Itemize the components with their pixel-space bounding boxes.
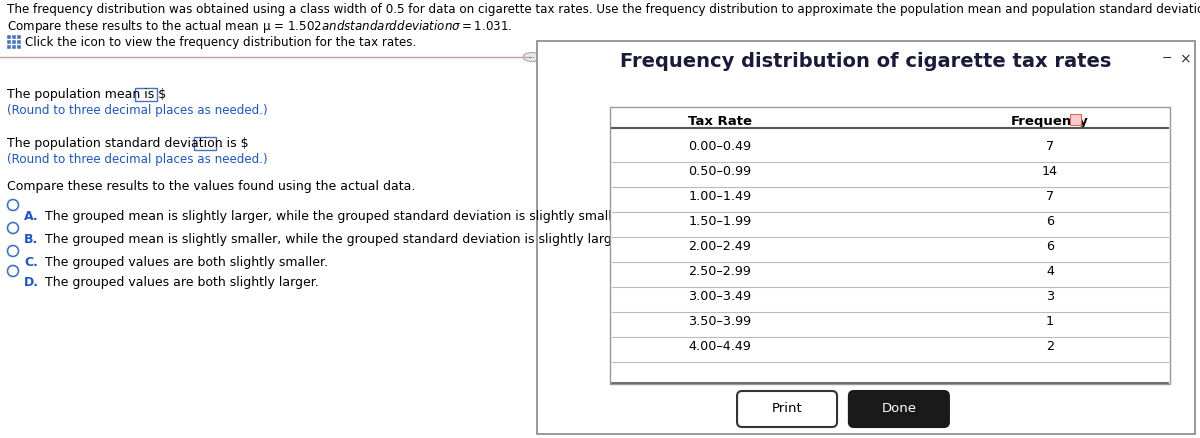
FancyBboxPatch shape	[1070, 115, 1081, 126]
Text: .: .	[218, 137, 222, 150]
Text: (Round to three decimal places as needed.): (Round to three decimal places as needed…	[7, 104, 268, 117]
Text: 6: 6	[1046, 240, 1054, 252]
Text: Done: Done	[882, 402, 917, 414]
Text: 2.00–2.49: 2.00–2.49	[689, 240, 751, 252]
Text: 1.00–1.49: 1.00–1.49	[689, 190, 751, 202]
Text: 4.00–4.49: 4.00–4.49	[689, 339, 751, 352]
FancyBboxPatch shape	[848, 391, 949, 427]
Text: 7: 7	[1046, 190, 1054, 202]
Text: A.: A.	[24, 209, 38, 223]
Text: Frequency: Frequency	[1012, 115, 1088, 128]
FancyBboxPatch shape	[610, 108, 1170, 384]
Text: 3.50–3.99: 3.50–3.99	[689, 314, 751, 327]
Text: 2: 2	[1046, 339, 1054, 352]
Bar	[136, 89, 157, 102]
Bar	[7, 46, 11, 50]
Text: 1: 1	[1046, 314, 1054, 327]
Bar	[17, 41, 22, 45]
Text: −: −	[1162, 52, 1172, 65]
Text: C.: C.	[24, 255, 38, 268]
Text: 6: 6	[1046, 215, 1054, 227]
Bar	[12, 46, 16, 50]
Text: Print: Print	[772, 402, 803, 414]
Text: Tax Rate: Tax Rate	[688, 115, 752, 128]
Ellipse shape	[523, 53, 541, 62]
Text: 14: 14	[1042, 165, 1058, 177]
Text: ···: ···	[529, 55, 535, 61]
Text: 2.50–2.99: 2.50–2.99	[689, 265, 751, 277]
Text: The population standard deviation is $: The population standard deviation is $	[7, 137, 248, 150]
Text: 0.00–0.49: 0.00–0.49	[689, 140, 751, 153]
Text: D.: D.	[24, 276, 38, 288]
Bar	[17, 36, 22, 40]
Text: The grouped values are both slightly smaller.: The grouped values are both slightly sma…	[37, 255, 328, 268]
Text: .: .	[160, 88, 163, 101]
Bar	[7, 41, 11, 45]
Text: Compare these results to the values found using the actual data.: Compare these results to the values foun…	[7, 180, 415, 193]
FancyBboxPatch shape	[538, 42, 1195, 434]
Text: 1.50–1.99: 1.50–1.99	[689, 215, 751, 227]
Bar	[17, 46, 22, 50]
Text: The frequency distribution was obtained using a class width of 0.5 for data on c: The frequency distribution was obtained …	[7, 3, 1200, 16]
Text: Frequency distribution of cigarette tax rates: Frequency distribution of cigarette tax …	[620, 52, 1111, 71]
Text: Click the icon to view the frequency distribution for the tax rates.: Click the icon to view the frequency dis…	[25, 36, 416, 49]
Text: Compare these results to the actual mean μ = $1.502 and standard deviation σ = $: Compare these results to the actual mean…	[7, 18, 512, 35]
Text: 4: 4	[1046, 265, 1054, 277]
Bar	[12, 36, 16, 40]
Bar	[194, 138, 216, 151]
Bar	[7, 36, 11, 40]
Text: B.: B.	[24, 233, 38, 245]
Text: (Round to three decimal places as needed.): (Round to three decimal places as needed…	[7, 153, 268, 166]
Text: 3.00–3.49: 3.00–3.49	[689, 290, 751, 302]
Text: The grouped values are both slightly larger.: The grouped values are both slightly lar…	[37, 276, 319, 288]
Text: ×: ×	[1180, 52, 1190, 66]
Text: 3: 3	[1046, 290, 1054, 302]
Text: The grouped mean is slightly smaller, while the grouped standard deviation is sl: The grouped mean is slightly smaller, wh…	[37, 233, 628, 245]
Text: The grouped mean is slightly larger, while the grouped standard deviation is sli: The grouped mean is slightly larger, whi…	[37, 209, 628, 223]
Text: 0.50–0.99: 0.50–0.99	[689, 165, 751, 177]
Bar	[12, 41, 16, 45]
Text: The population mean is $: The population mean is $	[7, 88, 167, 101]
Text: 7: 7	[1046, 140, 1054, 153]
FancyBboxPatch shape	[737, 391, 838, 427]
